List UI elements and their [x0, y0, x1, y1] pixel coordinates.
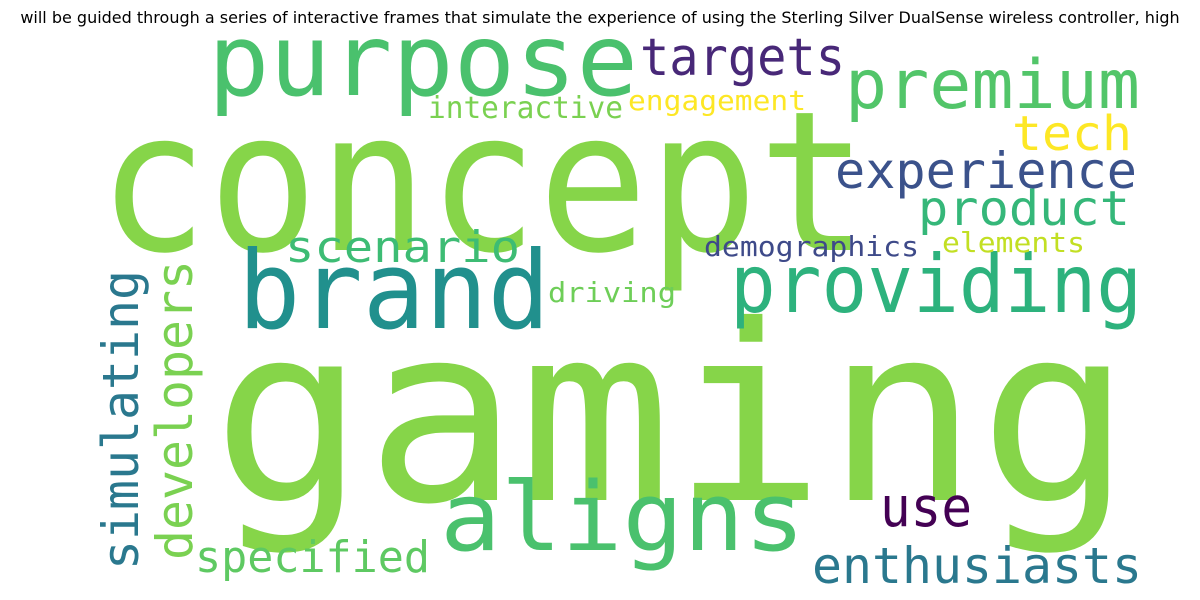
- word-engagement: engagement: [628, 84, 806, 117]
- word-targets: targets: [640, 28, 845, 88]
- word-elements: elements: [942, 226, 1085, 259]
- word-premium: premium: [845, 46, 1140, 125]
- word-providing: providing: [730, 238, 1142, 331]
- word-product: product: [918, 181, 1130, 237]
- word-concept: concept: [98, 69, 868, 296]
- word-interactive: interactive: [428, 91, 623, 126]
- word-scenario: scenario: [285, 222, 520, 273]
- word-developers: developers: [146, 260, 204, 560]
- word-purpose: purpose: [208, 2, 638, 119]
- word-gaming: gaming: [212, 273, 1132, 558]
- word-aligns: aligns: [440, 463, 805, 573]
- word-driving: driving: [548, 276, 676, 309]
- word-simulating: simulating: [92, 270, 150, 570]
- word-enthusiasts: enthusiasts: [812, 537, 1142, 595]
- word-use: use: [880, 475, 972, 539]
- word-specified: specified: [195, 532, 430, 583]
- word-experience: experience: [835, 142, 1137, 200]
- page-title: will be guided through a series of inter…: [20, 8, 1180, 27]
- word-brand: brand: [238, 229, 550, 354]
- word-demographics: demographics: [704, 230, 919, 263]
- word-tech: tech: [1012, 106, 1132, 162]
